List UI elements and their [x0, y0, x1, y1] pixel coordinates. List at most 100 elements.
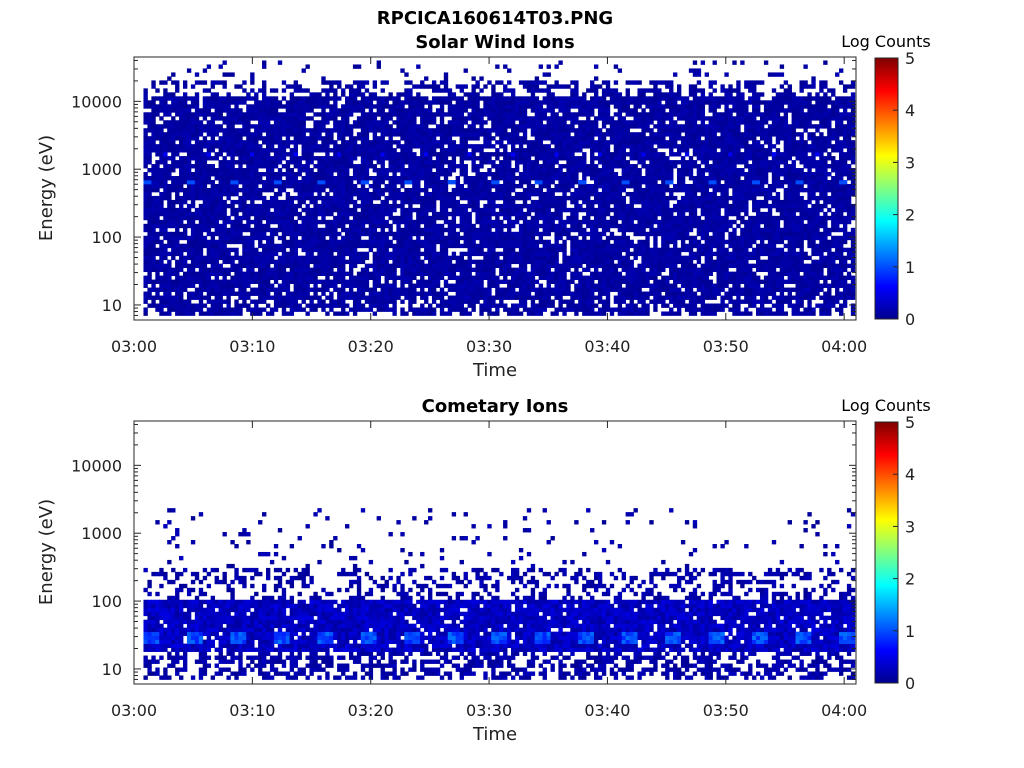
heatmap-cell: [171, 96, 176, 101]
heatmap-cell: [451, 235, 457, 241]
heatmap-cell: [447, 219, 453, 225]
heatmap-cell: [206, 172, 212, 177]
heatmap-cell: [341, 227, 346, 233]
heatmap-cell: [234, 168, 239, 173]
heatmap-cell: [190, 231, 196, 237]
heatmap-cell: [163, 100, 168, 105]
heatmap-cell: [380, 160, 385, 165]
heatmap-cell: [511, 156, 516, 161]
heatmap-cell: [214, 199, 219, 205]
heatmap-cell: [254, 112, 259, 117]
heatmap-cell: [273, 279, 279, 284]
heatmap-cell: [242, 132, 247, 137]
heatmap-cell: [179, 116, 184, 121]
heatmap-cell: [301, 263, 306, 269]
heatmap-cell: [151, 227, 156, 233]
heatmap-cell: [262, 84, 267, 89]
heatmap-cell: [341, 275, 346, 280]
heatmap-cell: [242, 144, 247, 149]
heatmap-cell: [542, 152, 547, 157]
heatmap-cell: [408, 279, 413, 284]
heatmap-cell: [526, 259, 532, 265]
heatmap-cell: [234, 152, 239, 157]
heatmap-cell: [281, 239, 287, 245]
heatmap-cell: [171, 251, 176, 257]
heatmap-cell: [467, 183, 472, 189]
heatmap-cell: [190, 191, 196, 197]
heatmap-cell: [384, 124, 389, 129]
heatmap-cell: [388, 263, 393, 269]
heatmap-cell: [194, 275, 200, 280]
heatmap-cell: [439, 156, 445, 161]
heatmap-cell: [155, 307, 160, 312]
heatmap-cell: [198, 279, 204, 284]
heatmap-cell: [198, 299, 204, 304]
heatmap-cell: [345, 164, 350, 169]
heatmap-cell: [167, 287, 172, 292]
heatmap-cell: [499, 160, 504, 165]
heatmap-cell: [345, 211, 350, 217]
heatmap-cell: [182, 279, 188, 284]
heatmap-cell: [372, 144, 378, 149]
heatmap-cell: [443, 180, 449, 185]
heatmap-cell: [206, 207, 212, 213]
heatmap-cell: [250, 231, 255, 237]
heatmap-cell: [206, 295, 212, 300]
heatmap-cell: [337, 108, 342, 113]
heatmap-cell: [483, 243, 488, 249]
heatmap-cell: [522, 235, 528, 241]
heatmap-cell: [534, 223, 540, 229]
heatmap-cell: [364, 227, 370, 233]
heatmap-cell: [471, 148, 476, 153]
heatmap-cell: [538, 172, 544, 177]
heatmap-cell: [155, 291, 160, 296]
heatmap-cell: [435, 144, 441, 149]
heatmap-cell: [325, 203, 330, 209]
heatmap-cell: [518, 172, 524, 177]
heatmap-cell: [348, 183, 354, 189]
heatmap-cell: [293, 176, 298, 181]
heatmap-cell: [522, 219, 528, 225]
heatmap-cell: [171, 199, 176, 205]
heatmap-cell: [392, 152, 397, 157]
heatmap-cell: [447, 172, 453, 177]
heatmap-cell: [546, 279, 551, 284]
heatmap-cell: [182, 259, 188, 265]
heatmap-cell: [507, 231, 512, 237]
heatmap-cell: [507, 156, 512, 161]
heatmap-cell: [262, 160, 267, 165]
heatmap-cell: [190, 215, 196, 221]
heatmap-cell: [210, 211, 215, 217]
heatmap-cell: [238, 267, 243, 273]
heatmap-cell: [467, 124, 472, 129]
heatmap-cell: [325, 251, 330, 257]
heatmap-cell: [518, 251, 524, 257]
heatmap-cell: [360, 92, 366, 97]
heatmap-cell: [530, 267, 536, 273]
heatmap-cell: [238, 279, 243, 284]
heatmap-cell: [281, 183, 287, 189]
heatmap-cell: [439, 307, 445, 312]
heatmap-cell: [514, 235, 520, 241]
heatmap-cell: [396, 144, 401, 149]
heatmap-cell: [420, 227, 425, 233]
heatmap-cell: [522, 160, 528, 165]
heatmap-cell: [459, 307, 464, 312]
heatmap-cell: [293, 235, 298, 241]
heatmap-cell: [317, 247, 322, 253]
heatmap-cell: [384, 275, 389, 280]
heatmap-cell: [325, 211, 330, 217]
heatmap-cell: [463, 211, 468, 217]
heatmap-cell: [447, 195, 453, 201]
heatmap-cell: [530, 263, 536, 269]
heatmap-cell: [242, 176, 247, 181]
heatmap-cell: [518, 235, 524, 241]
heatmap-cell: [408, 283, 413, 288]
heatmap-cell: [491, 255, 496, 261]
heatmap-cell: [297, 140, 302, 145]
heatmap-cell: [408, 271, 413, 277]
heatmap-cell: [155, 219, 160, 225]
heatmap-cell: [143, 295, 148, 300]
heatmap-cell: [250, 279, 255, 284]
heatmap-cell: [348, 223, 354, 229]
